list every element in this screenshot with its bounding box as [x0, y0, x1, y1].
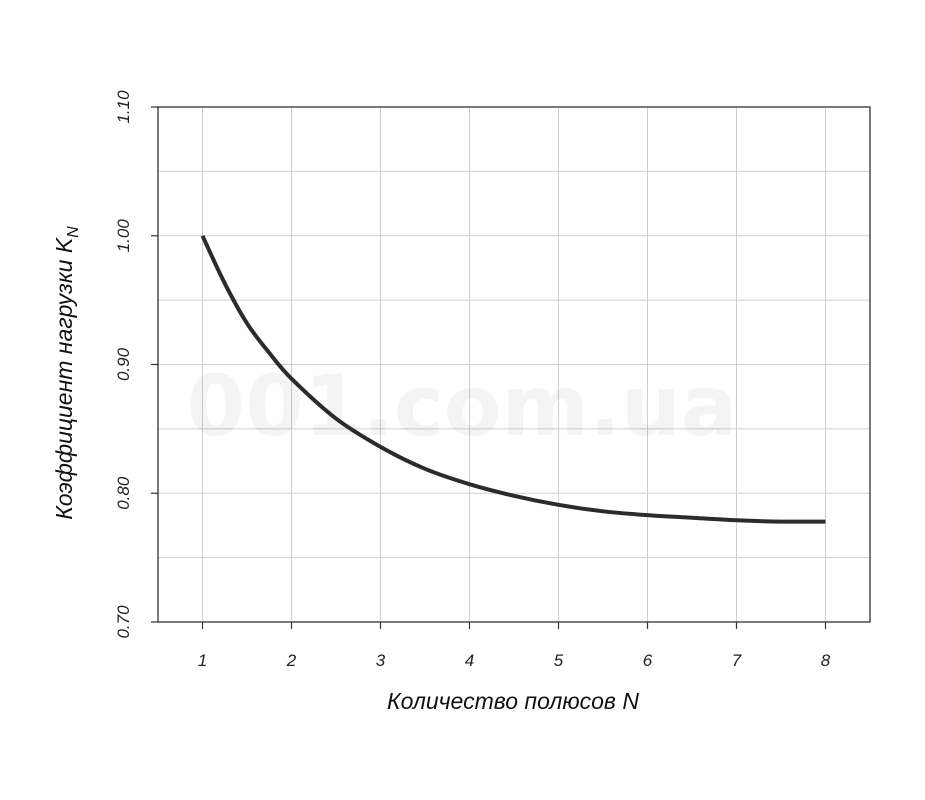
y-tick-label: 1.00 [114, 219, 133, 253]
y-axis-title-main: Коэффициент нагрузки K [51, 236, 77, 520]
watermark-text: 001.com.ua [187, 357, 738, 455]
x-tick-label: 8 [821, 651, 831, 670]
y-axis-title-subscript: N [65, 226, 82, 238]
y-tick-label: 1.10 [114, 90, 133, 124]
x-tick-label: 4 [465, 651, 474, 670]
series-layer [200, 234, 826, 524]
x-tick-label: 3 [376, 651, 386, 670]
y-axis-title: Коэффициент нагрузки KN [51, 226, 82, 520]
x-tick-label: 2 [286, 651, 297, 670]
x-tick-label: 7 [732, 651, 742, 670]
x-tick-label: 5 [554, 651, 564, 670]
x-tick-label: 6 [643, 651, 653, 670]
series-line [200, 234, 826, 524]
y-tick-label: 0.70 [114, 605, 133, 639]
y-tick-label: 0.80 [114, 476, 133, 510]
axes: 1 2 3 4 5 6 7 8 0.70 0.80 0.90 1.00 1.10 [114, 90, 831, 670]
x-axis-title: Количество полюсов N [387, 688, 639, 714]
x-tick-label: 1 [198, 651, 207, 670]
y-tick-label: 0.90 [114, 347, 133, 381]
